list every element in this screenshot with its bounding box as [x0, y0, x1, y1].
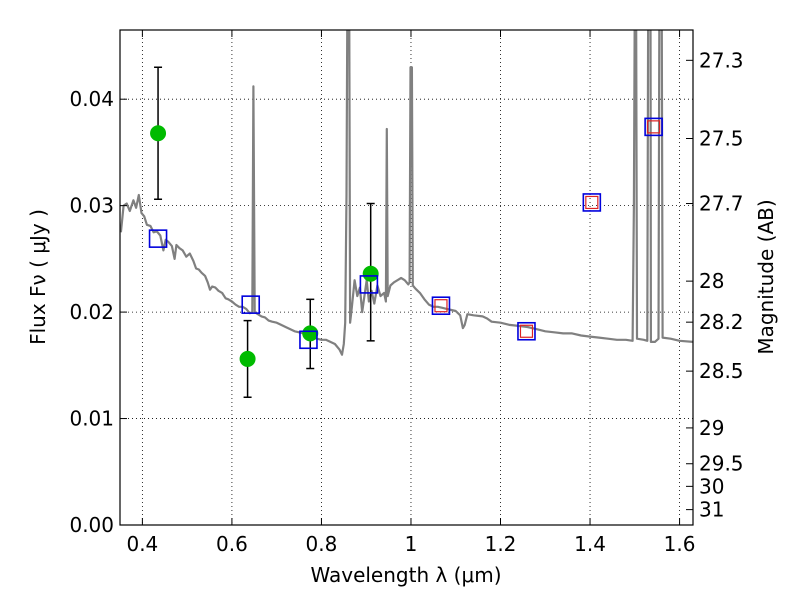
ticks: 0.4 0.6 0.8 1 1.2 1.4 1.6 0.00 0.01 0.02 0.03 0.04 2… — [69, 30, 744, 556]
mag-tick-label: 28 — [699, 269, 724, 293]
mag-tick-label: 29 — [699, 416, 724, 440]
data-point — [239, 350, 256, 367]
model-spectrum — [120, 30, 693, 356]
y-tick-label: 0.02 — [69, 300, 114, 324]
data-point — [150, 125, 167, 142]
model-square — [431, 296, 451, 316]
y-tick-label: 0.03 — [69, 194, 114, 218]
spectrum-line — [120, 30, 693, 356]
model-fluxes — [148, 117, 663, 350]
y-tick-label: 0.01 — [69, 407, 114, 431]
y-tick-label: 0.00 — [69, 513, 114, 537]
model-square — [299, 330, 318, 350]
data-point — [362, 265, 379, 282]
mag-tick-label: 28.2 — [699, 310, 744, 334]
model-square — [644, 117, 663, 137]
model-square — [148, 229, 168, 248]
mag-tick-label: 30 — [699, 474, 724, 498]
model-square-inner — [647, 120, 661, 134]
x-tick-label: 1.6 — [664, 532, 696, 556]
y2-axis-label: Magnitude (AB) — [754, 199, 778, 354]
x-axis-label: Wavelength λ (μm) — [310, 563, 501, 587]
x-tick-label: 1 — [405, 532, 418, 556]
model-square — [517, 321, 536, 341]
x-tick-label: 0.4 — [126, 532, 158, 556]
x-tick-label: 1.4 — [574, 532, 606, 556]
model-square — [582, 193, 602, 212]
model-square-inner — [585, 195, 599, 210]
mag-tick-label: 27.7 — [699, 192, 744, 216]
model-square-inner — [519, 324, 534, 338]
mag-tick-label: 29.5 — [699, 452, 744, 476]
model-square-inner — [434, 299, 448, 313]
plot-frame — [119, 29, 694, 526]
x-tick-label: 0.8 — [306, 532, 338, 556]
mag-tick-label: 27.3 — [699, 48, 744, 72]
mag-tick-label: 28.5 — [699, 359, 744, 383]
mag-tick-label: 31 — [699, 498, 724, 522]
y-tick-label: 0.04 — [69, 87, 114, 111]
grid — [120, 30, 693, 526]
data-point — [302, 325, 319, 342]
model-square — [241, 295, 261, 314]
model-square — [359, 275, 379, 294]
photometry-points — [150, 66, 379, 399]
mag-tick-label: 27.5 — [699, 126, 744, 150]
x-tick-label: 1.2 — [485, 532, 517, 556]
x-tick-label: 0.6 — [216, 532, 248, 556]
y-axis-label: Flux Fν ( μJy ) — [26, 209, 50, 345]
